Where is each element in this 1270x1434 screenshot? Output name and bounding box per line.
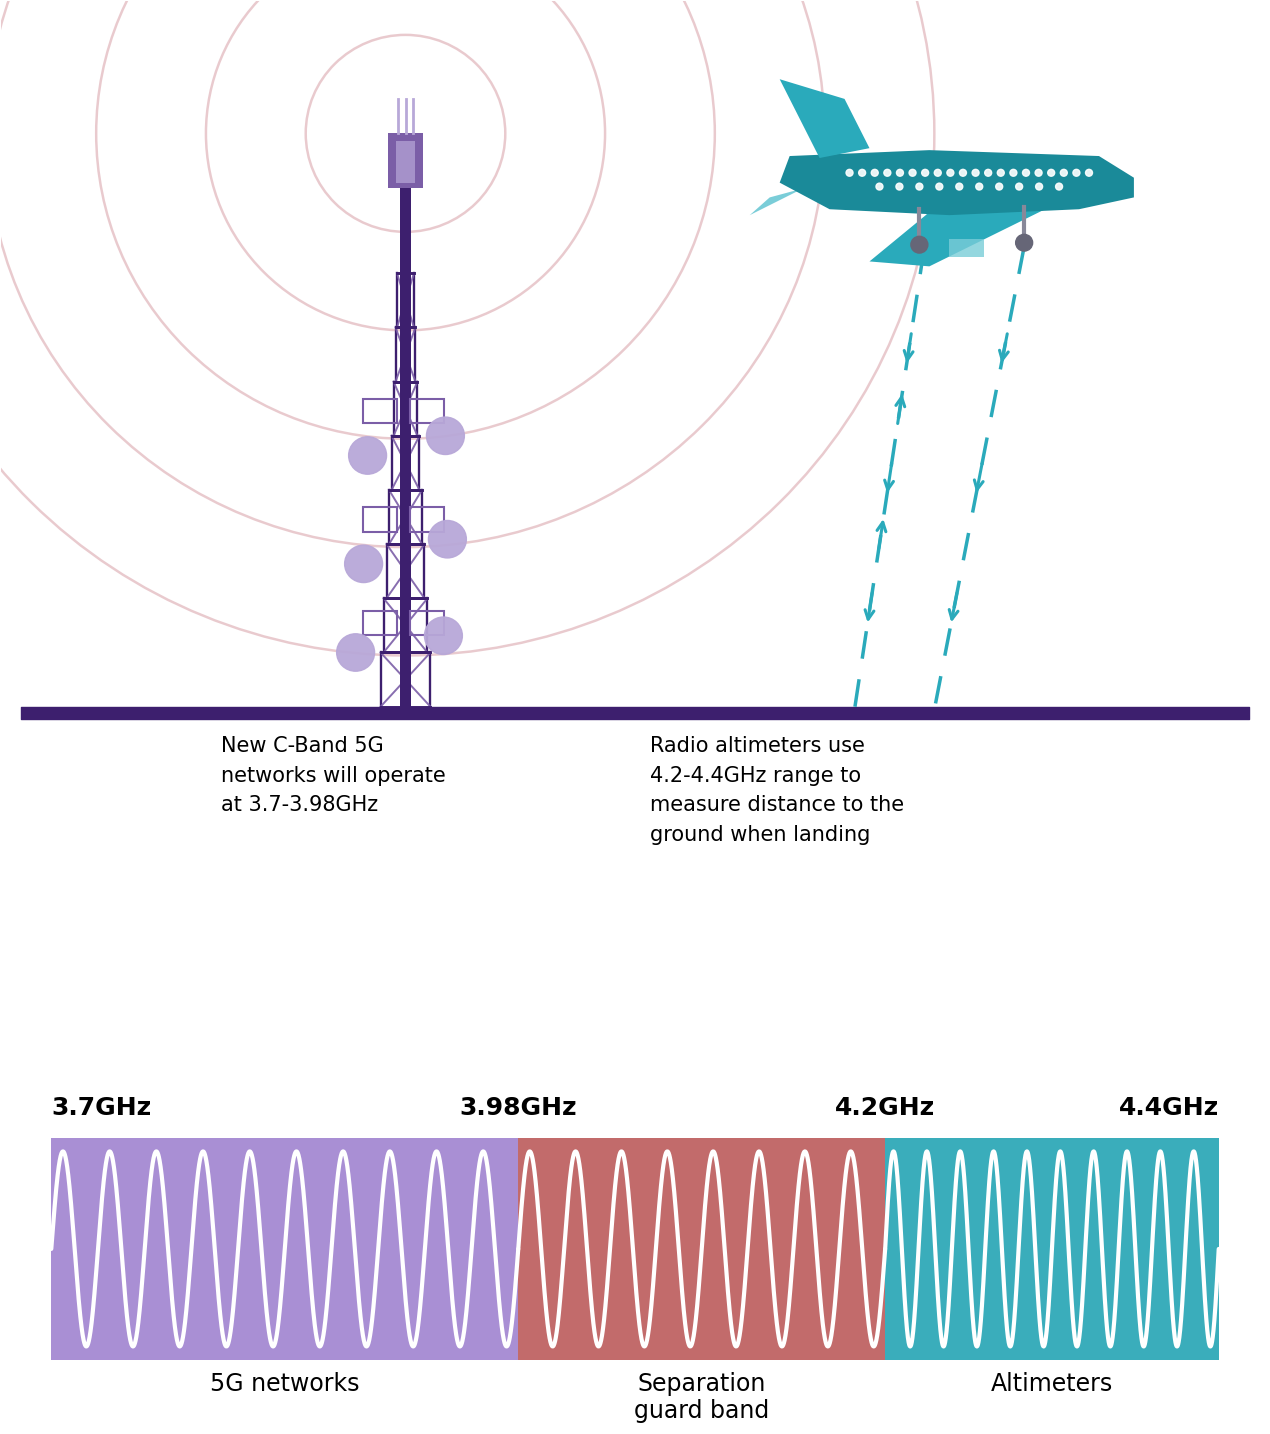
Circle shape: [984, 169, 992, 176]
Circle shape: [1022, 169, 1030, 176]
Circle shape: [876, 184, 883, 191]
Circle shape: [846, 169, 853, 176]
Bar: [410, 399, 444, 423]
Circle shape: [337, 634, 375, 671]
Text: 4.2GHz: 4.2GHz: [836, 1097, 935, 1120]
Circle shape: [895, 184, 903, 191]
Circle shape: [959, 169, 966, 176]
Bar: [387, 133, 423, 188]
Circle shape: [871, 169, 879, 176]
Text: 3.7GHz: 3.7GHz: [51, 1097, 151, 1120]
Text: Radio altimeters use
4.2-4.4GHz range to
measure distance to the
ground when lan: Radio altimeters use 4.2-4.4GHz range to…: [650, 736, 904, 845]
Circle shape: [996, 184, 1003, 191]
Circle shape: [911, 237, 928, 252]
Bar: [363, 399, 396, 423]
Circle shape: [972, 169, 979, 176]
Polygon shape: [780, 79, 870, 158]
Text: New C-Band 5G
networks will operate
at 3.7-3.98GHz: New C-Band 5G networks will operate at 3…: [221, 736, 446, 816]
Bar: [363, 508, 396, 532]
Circle shape: [922, 169, 928, 176]
Polygon shape: [870, 192, 1049, 267]
Polygon shape: [949, 239, 984, 257]
Bar: [363, 611, 396, 635]
Circle shape: [884, 169, 890, 176]
Circle shape: [935, 169, 941, 176]
Circle shape: [975, 184, 983, 191]
Circle shape: [1016, 184, 1022, 191]
Circle shape: [349, 437, 386, 475]
Polygon shape: [749, 182, 824, 215]
Circle shape: [897, 169, 903, 176]
Circle shape: [1073, 169, 1079, 176]
Bar: [400, 133, 411, 707]
Circle shape: [997, 169, 1005, 176]
Text: 5G networks: 5G networks: [210, 1371, 359, 1395]
Text: Separation
guard band: Separation guard band: [634, 1371, 770, 1424]
Circle shape: [344, 545, 382, 582]
Text: 3.98GHz: 3.98GHz: [460, 1097, 577, 1120]
Bar: [395, 142, 415, 182]
Circle shape: [1016, 234, 1033, 251]
Circle shape: [1035, 184, 1043, 191]
Circle shape: [859, 169, 866, 176]
Circle shape: [947, 169, 954, 176]
Circle shape: [427, 417, 465, 455]
Circle shape: [1055, 184, 1063, 191]
Circle shape: [909, 169, 916, 176]
Text: 4.4GHz: 4.4GHz: [1119, 1097, 1219, 1120]
Bar: [410, 508, 444, 532]
Circle shape: [1086, 169, 1092, 176]
Bar: [518, 1139, 885, 1359]
Circle shape: [1010, 169, 1017, 176]
Circle shape: [956, 184, 963, 191]
Circle shape: [916, 184, 923, 191]
Bar: [410, 611, 444, 635]
Circle shape: [1035, 169, 1043, 176]
Circle shape: [424, 617, 462, 654]
Circle shape: [428, 521, 466, 558]
Text: Altimeters: Altimeters: [991, 1371, 1113, 1395]
Bar: [51, 1139, 518, 1359]
Circle shape: [1060, 169, 1067, 176]
Polygon shape: [780, 151, 1134, 215]
Bar: [885, 1139, 1219, 1359]
Circle shape: [1048, 169, 1054, 176]
Circle shape: [936, 184, 942, 191]
